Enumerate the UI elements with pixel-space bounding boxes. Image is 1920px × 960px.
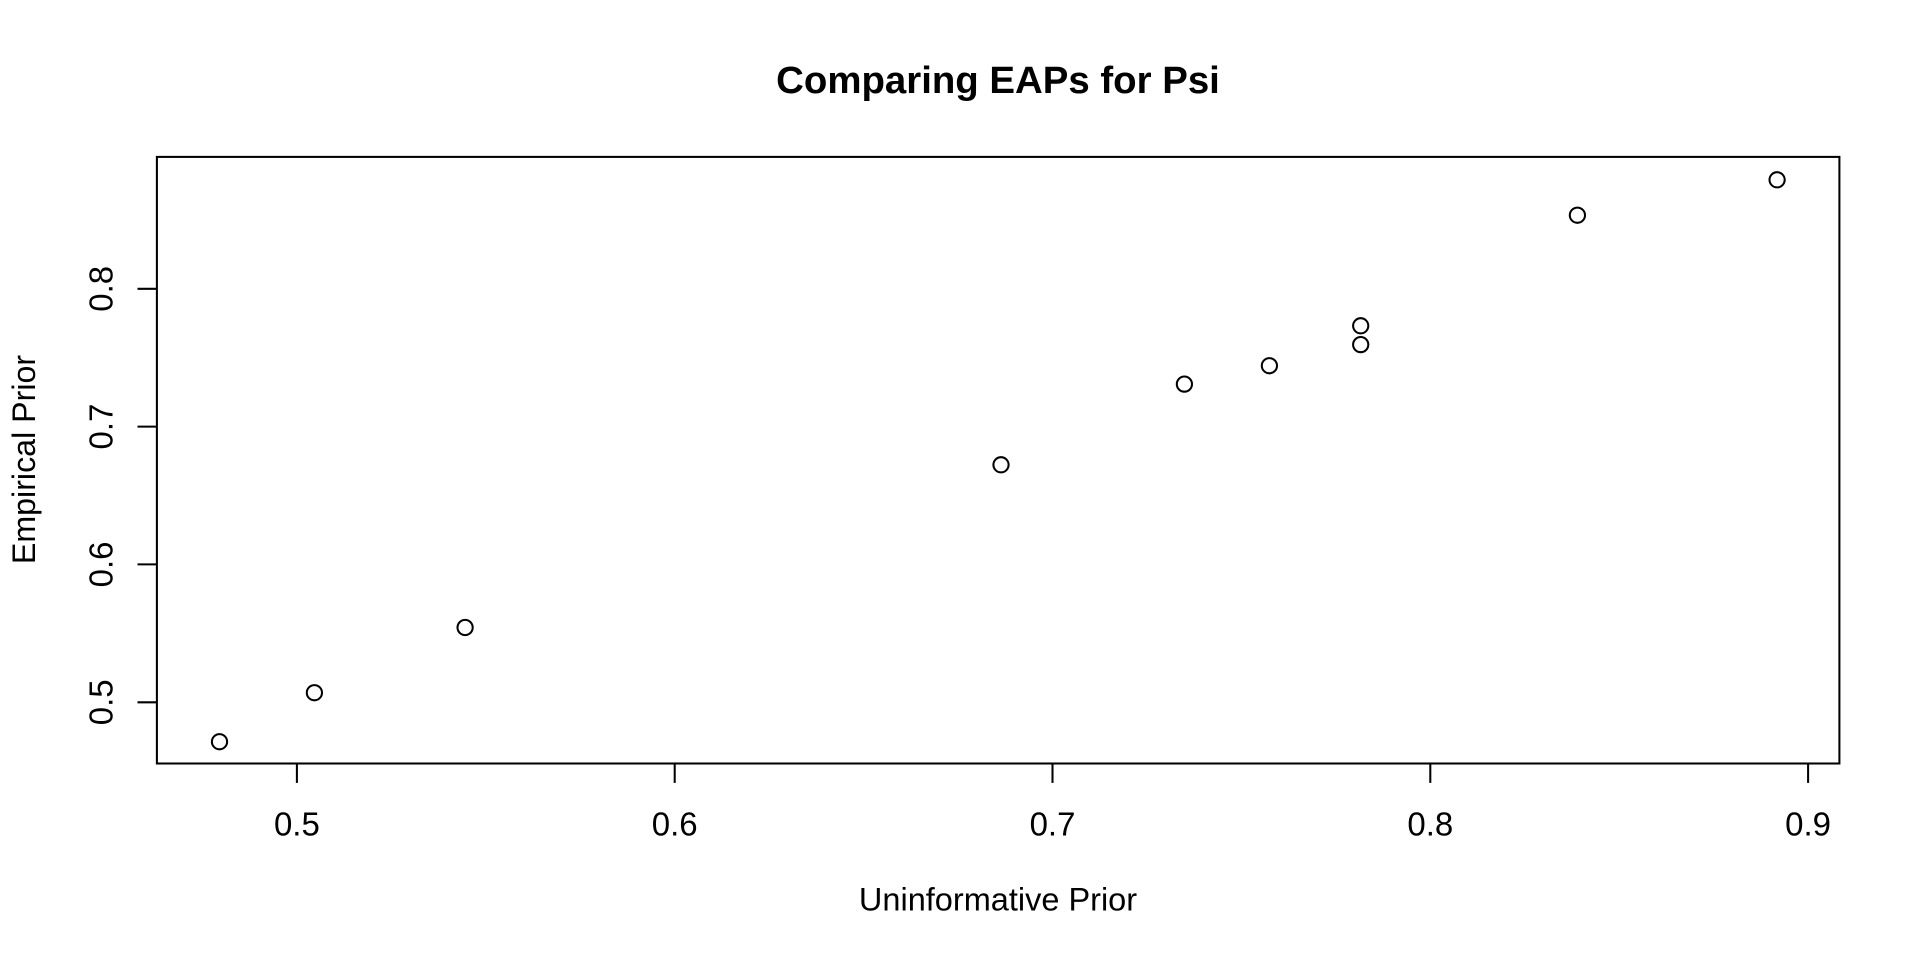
svg-text:0.5: 0.5	[82, 679, 119, 725]
svg-text:0.8: 0.8	[1407, 806, 1453, 843]
svg-text:Uninformative Prior: Uninformative Prior	[859, 882, 1137, 918]
svg-text:0.9: 0.9	[1785, 806, 1831, 843]
svg-text:Empirical Prior: Empirical Prior	[6, 355, 42, 565]
svg-text:0.5: 0.5	[274, 806, 320, 843]
svg-text:Comparing EAPs for Psi: Comparing EAPs for Psi	[776, 59, 1220, 102]
svg-text:0.6: 0.6	[652, 806, 698, 843]
svg-text:0.6: 0.6	[82, 541, 119, 587]
svg-text:0.7: 0.7	[1030, 806, 1076, 843]
svg-text:0.8: 0.8	[82, 266, 119, 312]
svg-text:0.7: 0.7	[82, 404, 119, 450]
